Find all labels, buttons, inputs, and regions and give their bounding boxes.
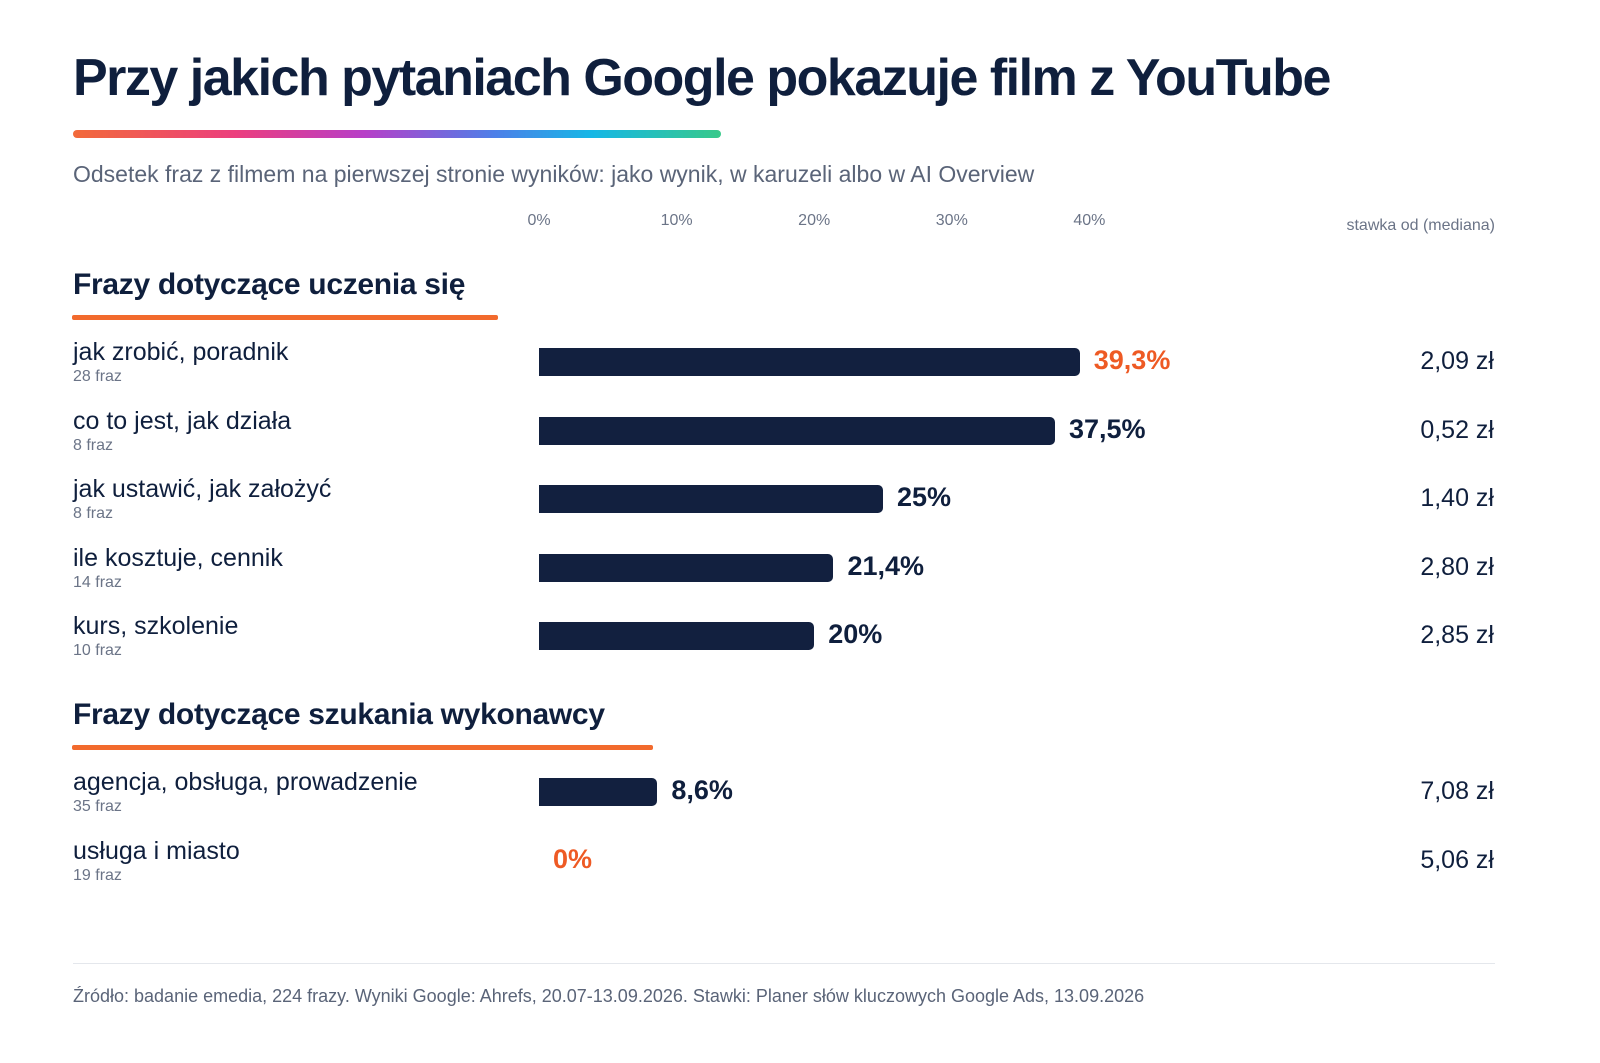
category-label: jak ustawić, jak założyć [73,475,332,504]
section-underline [72,315,498,320]
source-note: Źródło: badanie emedia, 224 frazy. Wynik… [73,986,1145,1006]
rate-value: 2,85 zł [1420,621,1494,650]
rate-value: 2,09 zł [1420,347,1494,375]
category-label: kurs, szkolenie [73,612,239,641]
data-label: 21,4% [847,550,925,581]
rate-value: 0,52 zł [1420,415,1494,444]
bar [539,485,883,514]
category-label: usługa i miasto [73,836,240,865]
rate-value: 1,40 zł [1420,484,1494,513]
rate-column-header: stawka od (mediana) [1346,217,1495,234]
phrase-count: 10 fraz [73,642,122,660]
chart-title: Przy jakich pytaniach Google pokazuje fi… [73,49,1331,107]
phrase-count: 28 fraz [73,368,122,385]
category-label: ile kosztuje, cennik [73,543,283,572]
section-title: Frazy dotyczące uczenia się [73,268,466,301]
rate-value: 5,06 zł [1420,845,1494,874]
data-label: 39,3% [1093,345,1171,375]
bar [539,416,1055,445]
rate-value: 2,80 zł [1420,552,1494,581]
data-label: 8,6% [671,775,733,805]
x-tick-label: 30% [935,212,968,229]
section-underline [72,745,653,750]
x-tick-label: 0% [527,212,551,229]
x-tick-label: 40% [1073,212,1106,229]
phrase-count: 14 fraz [73,573,122,591]
x-tick-label: 20% [798,212,831,229]
category-label: agencja, obsługa, prowadzenie [73,768,418,796]
phrase-count: 35 fraz [73,798,122,815]
data-label: 25% [897,482,952,513]
footer-divider [73,963,1495,964]
x-tick-label: 10% [660,212,693,229]
category-label: jak zrobić, poradnik [73,338,289,366]
rate-value: 7,08 zł [1420,777,1494,805]
data-label: 37,5% [1069,413,1146,444]
title-gradient-underline [73,130,721,138]
data-label: 20% [828,619,883,650]
bar [539,553,834,582]
phrase-count: 19 fraz [73,866,122,884]
category-label: co to jest, jak działa [73,406,292,435]
data-label: 0% [553,843,593,874]
bar [539,778,658,806]
chart-subtitle: Odsetek fraz z filmem na pierwszej stron… [73,161,1035,187]
section-title: Frazy dotyczące szukania wykonawcy [73,698,605,731]
bar [539,348,1080,376]
phrase-count: 8 fraz [73,505,114,523]
bar [539,622,815,651]
phrase-count: 8 fraz [73,436,114,454]
